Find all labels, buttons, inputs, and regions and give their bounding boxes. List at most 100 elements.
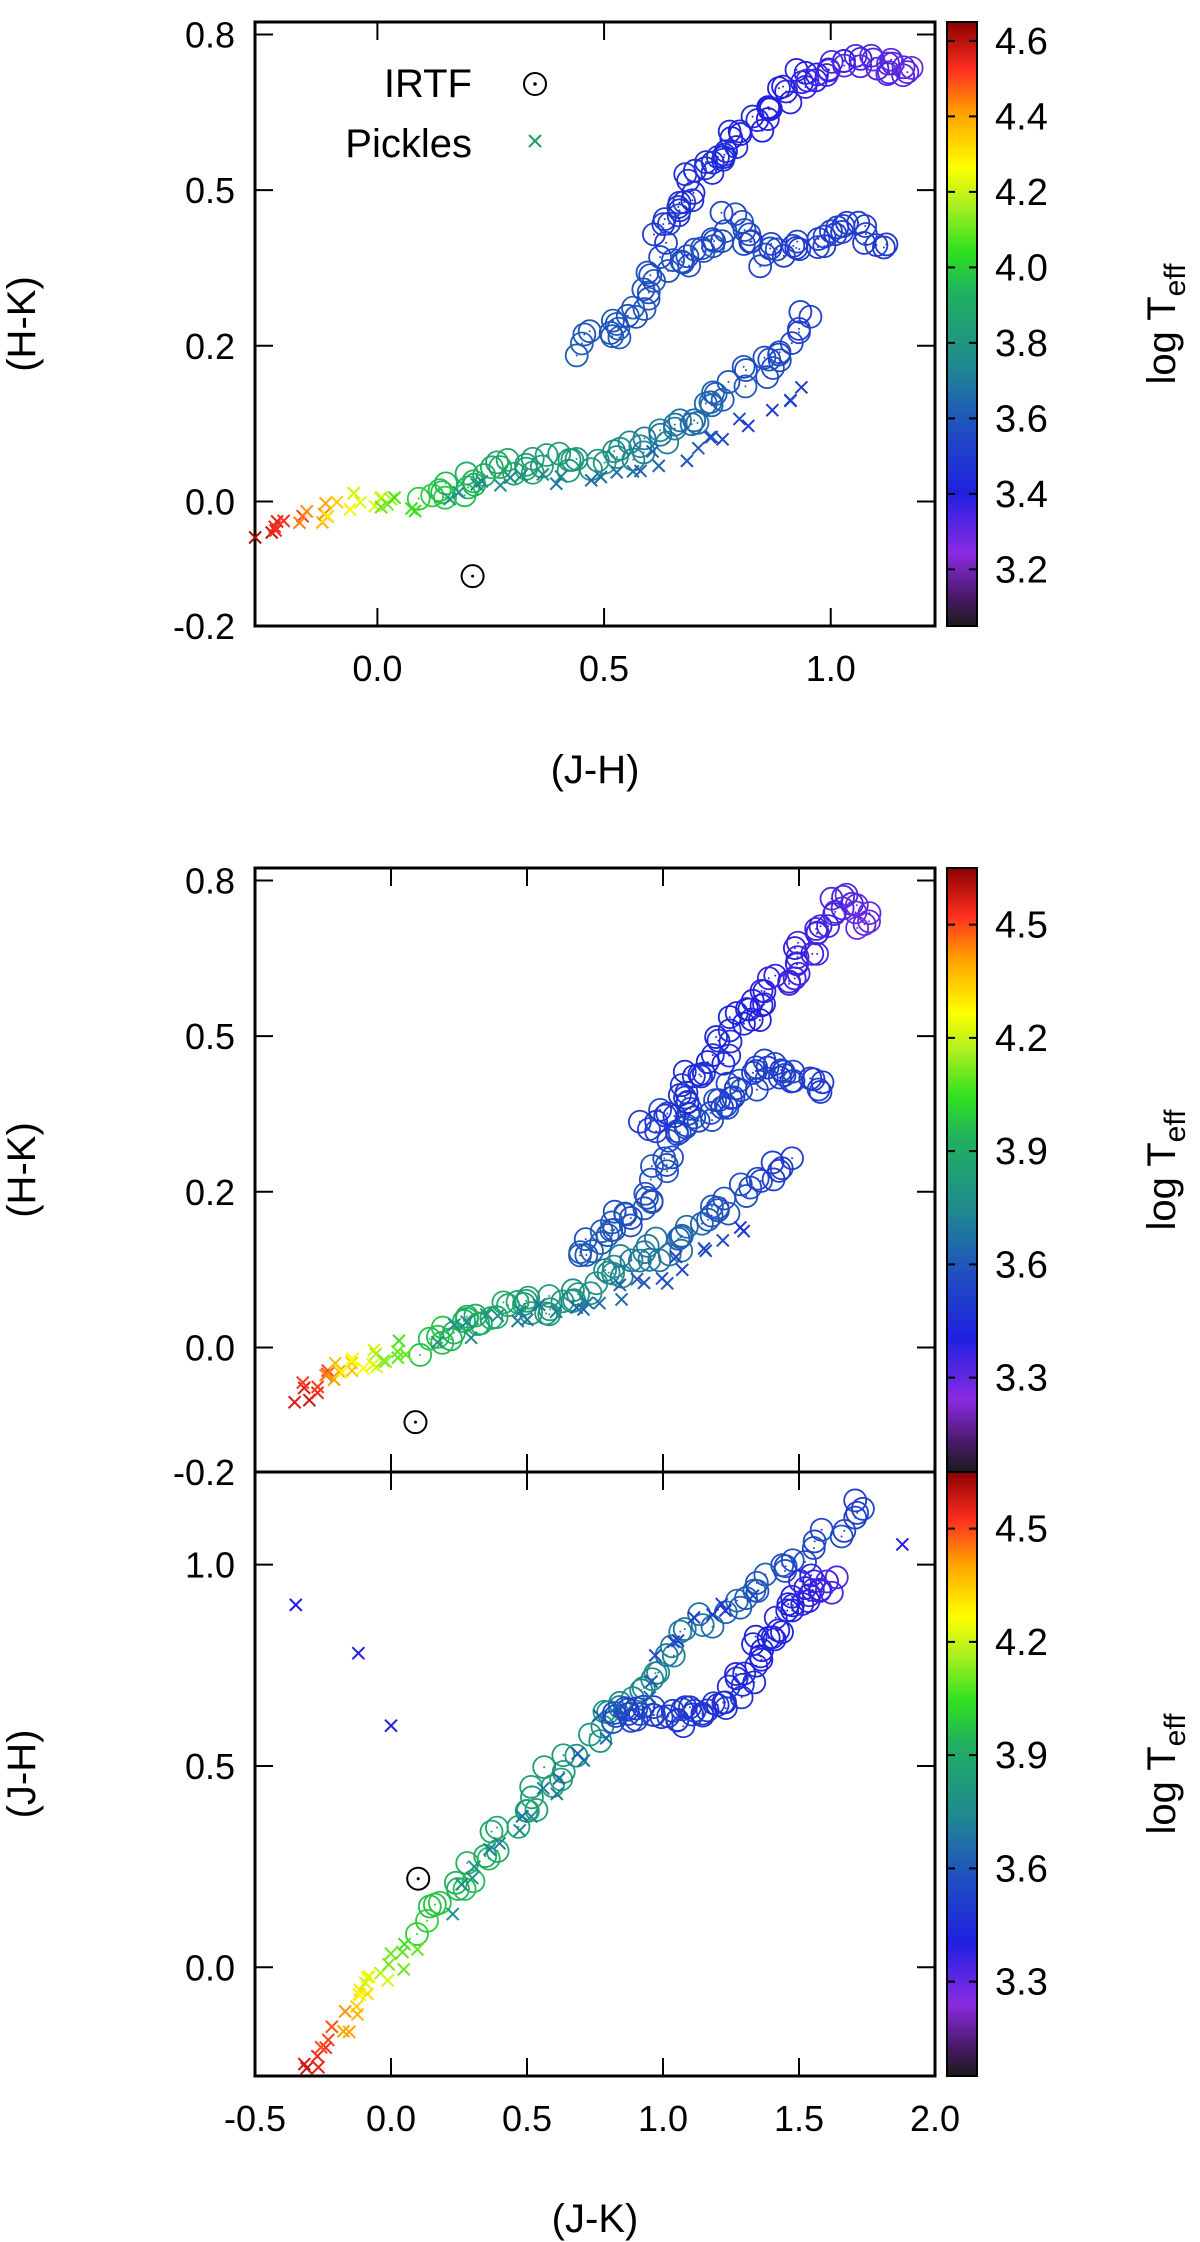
pickles-point xyxy=(691,441,705,455)
legend-label-irtf: IRTF xyxy=(384,62,472,106)
irtf-point xyxy=(624,1707,649,1732)
x-tick-label: 0.5 xyxy=(579,648,629,689)
irtf-point xyxy=(771,243,796,268)
pickles-point xyxy=(687,1610,701,1625)
colorbar-tick-label: 3.3 xyxy=(995,1358,1048,1400)
y-tick-label: 0.2 xyxy=(185,1172,235,1213)
irtf-point xyxy=(871,235,896,260)
irtf-point xyxy=(638,1167,663,1192)
irtf-point xyxy=(895,60,920,85)
pickles-point xyxy=(895,1537,910,1552)
irtf-point xyxy=(731,354,756,379)
irtf-point xyxy=(766,1618,791,1643)
top-panel-y-axis-title: (H-K) xyxy=(0,276,44,372)
pickles-point xyxy=(549,1305,563,1319)
pickles-point xyxy=(614,1292,629,1307)
irtf-point xyxy=(819,49,844,74)
irtf-point xyxy=(778,90,803,115)
irtf-point xyxy=(514,1288,539,1313)
pickles-point xyxy=(292,515,307,530)
y-tick-label: 0.5 xyxy=(185,170,235,211)
top-panel: -0.2 0.0 0.2 0.5 0.8 0.0 0.5 1.0 (J-H) (H-K) IR… xyxy=(0,14,1192,792)
irtf-point xyxy=(653,1103,678,1128)
irtf-point xyxy=(648,422,673,447)
pickles-point xyxy=(644,1674,659,1689)
pickles-point xyxy=(492,1836,507,1850)
pickles-point xyxy=(592,1708,606,1723)
irtf-point xyxy=(781,233,806,258)
pickles-point xyxy=(680,454,694,468)
pickles-point xyxy=(320,509,334,524)
irtf-point xyxy=(829,1524,854,1549)
pickles-point xyxy=(330,495,344,509)
irtf-point xyxy=(652,207,677,232)
pickles-point xyxy=(794,380,809,395)
irtf-point xyxy=(648,1097,673,1122)
irtf-point xyxy=(423,1892,447,1917)
irtf-point xyxy=(874,232,899,257)
irtf-point xyxy=(756,966,781,991)
irtf-point xyxy=(595,1223,620,1248)
irtf-point xyxy=(743,1624,768,1649)
pickles-point xyxy=(552,1771,566,1786)
y-tick-label: 0.2 xyxy=(185,326,235,367)
irtf-point xyxy=(678,1695,702,1720)
pickles-point xyxy=(716,1233,730,1248)
irtf-point xyxy=(748,254,773,279)
irtf-point xyxy=(534,443,559,467)
x-tick-label: -0.5 xyxy=(224,2098,286,2139)
pickles-point xyxy=(443,492,457,506)
irtf-point xyxy=(574,1243,599,1267)
irtf-point xyxy=(793,1550,817,1574)
bottom-panel-frame xyxy=(253,1470,937,2078)
middle-colorbar-ticks: 3.3 3.6 3.9 4.2 4.5 xyxy=(947,905,1048,1400)
irtf-point xyxy=(805,62,829,87)
irtf-outlier-point xyxy=(403,1410,428,1435)
pickles-point xyxy=(733,1220,748,1235)
bottom-panel-x-axis-title: (J-K) xyxy=(552,2197,639,2241)
colorbar-tick-label: 3.9 xyxy=(995,1131,1048,1173)
pickles-point xyxy=(493,478,508,493)
irtf-point xyxy=(804,917,829,941)
pickles-point xyxy=(652,459,666,473)
pickles-point xyxy=(404,501,419,516)
x-tick-label: 0.5 xyxy=(502,2098,552,2139)
pickles-point xyxy=(655,1271,669,1286)
y-tick-label: -0.2 xyxy=(173,1452,235,1493)
irtf-point xyxy=(899,56,924,80)
irtf-outlier-point xyxy=(406,1866,431,1891)
irtf-point xyxy=(709,200,734,225)
irtf-point xyxy=(733,374,758,399)
irtf-point xyxy=(859,43,884,68)
irtf-point xyxy=(618,1206,643,1230)
irtf-point xyxy=(600,308,625,333)
pickles-point xyxy=(475,474,489,489)
pickles-point xyxy=(697,1241,711,1256)
pickles-point xyxy=(287,1395,302,1409)
colorbar-tick-label: 3.9 xyxy=(995,1735,1048,1777)
pickles-point xyxy=(465,1871,479,1885)
pickles-point xyxy=(643,1690,657,1704)
irtf-point xyxy=(537,1284,562,1308)
irtf-point xyxy=(415,1908,439,1933)
pickles-point xyxy=(741,419,755,433)
irtf-point xyxy=(619,1248,644,1273)
pickles-point xyxy=(353,1988,367,2002)
pickles-point xyxy=(342,2025,356,2039)
irtf-point xyxy=(752,992,776,1017)
pickles-point xyxy=(669,1250,683,1264)
irtf-point xyxy=(427,478,452,503)
colorbar-tick-label: 3.2 xyxy=(995,549,1048,591)
bottom-panel: 0.0 0.5 1.0 -0.5 0.0 0.5 1.0 1.5 2.0 (J-K) (J-H)… xyxy=(0,1470,1192,2241)
irtf-point xyxy=(479,455,504,480)
irtf-point xyxy=(800,1578,825,1602)
irtf-point xyxy=(787,237,812,262)
legend-marker-pickles xyxy=(528,134,542,148)
x-tick-label: 1.5 xyxy=(774,2098,824,2139)
pickles-point xyxy=(637,1276,651,1290)
pickles-point xyxy=(633,464,648,478)
pickles-point xyxy=(460,1315,474,1329)
colorbar-tick-label: 3.6 xyxy=(995,398,1048,440)
irtf-point xyxy=(408,1343,433,1367)
irtf-point xyxy=(491,1290,516,1315)
